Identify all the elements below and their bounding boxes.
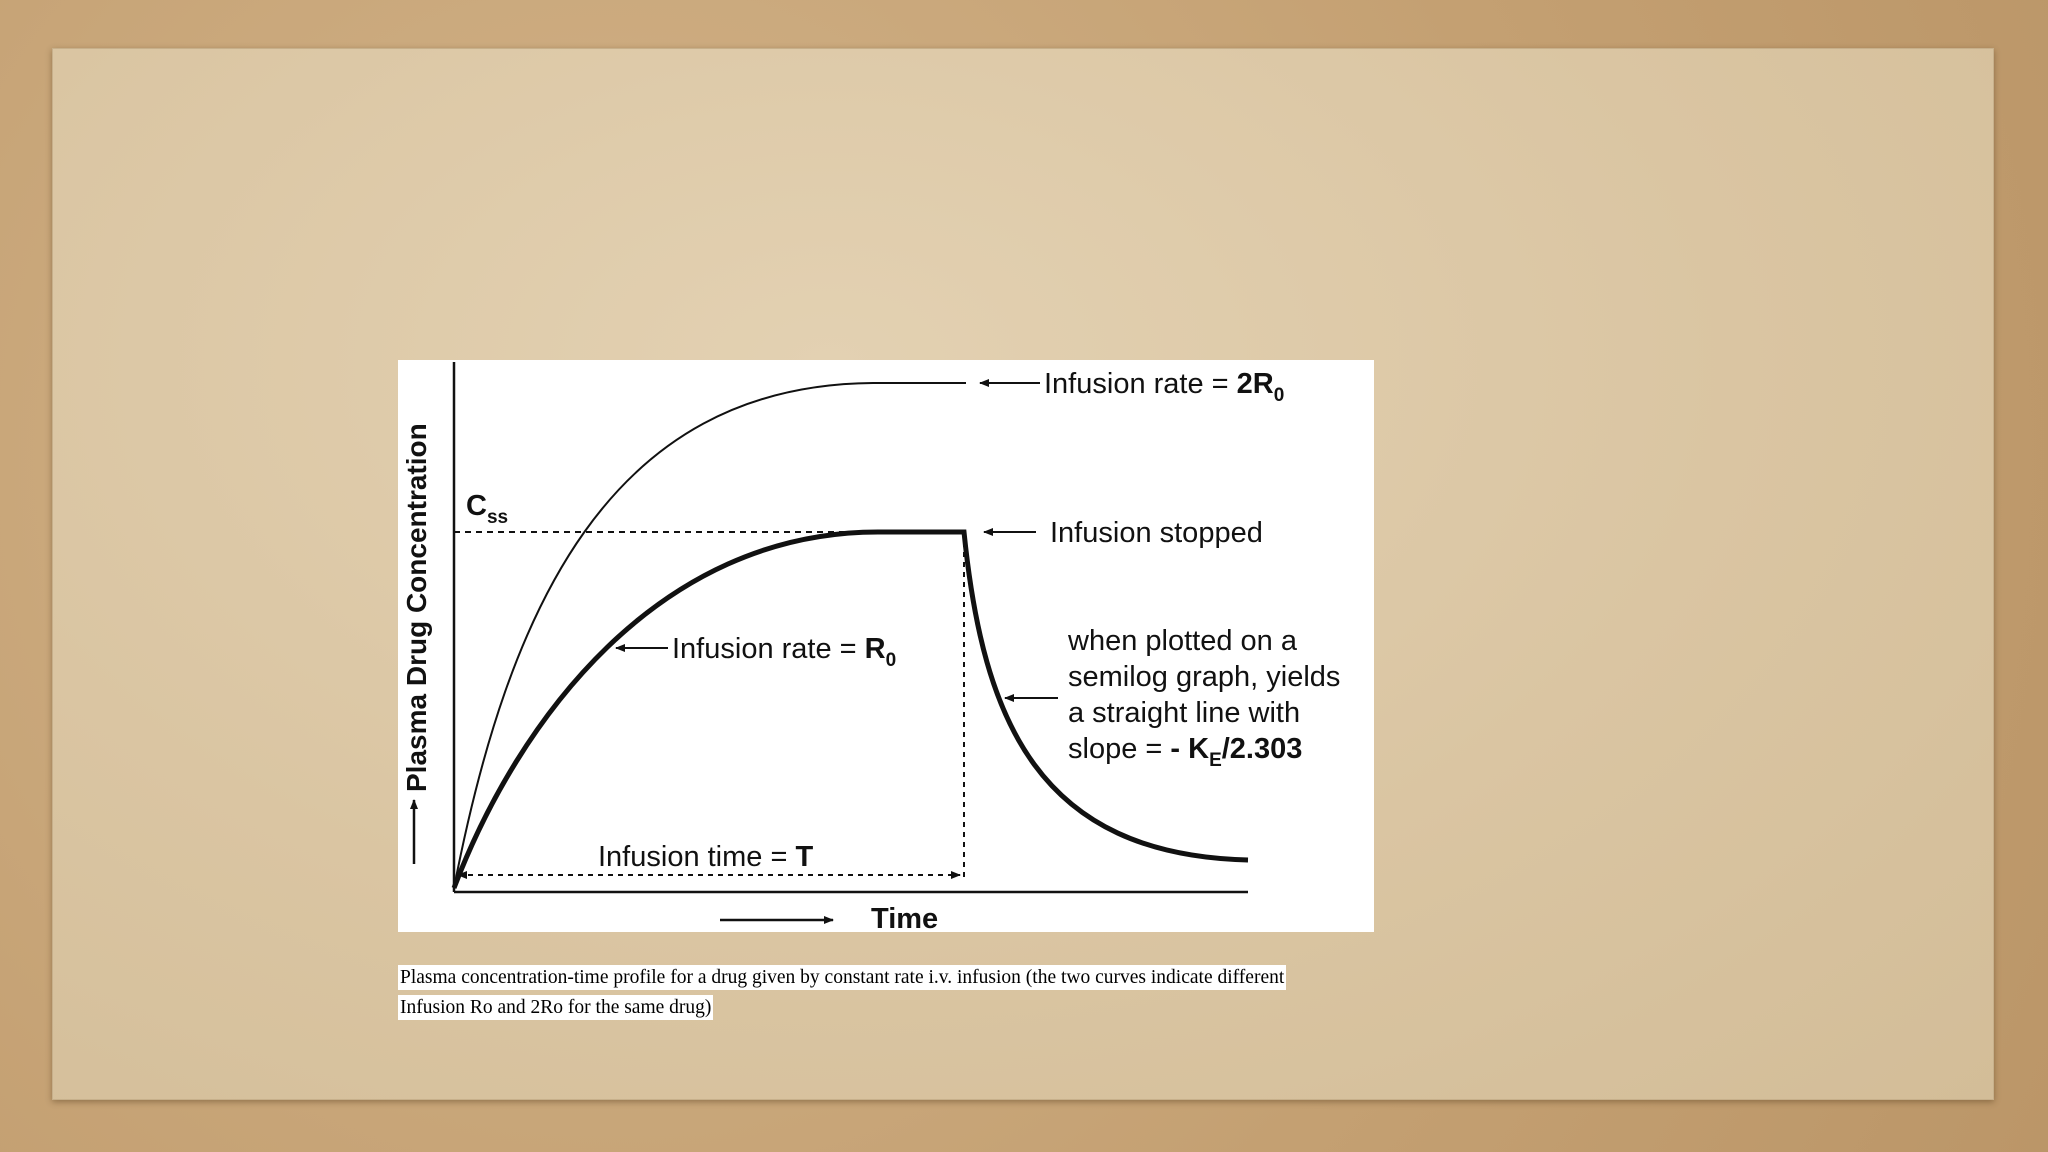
curve-r0 xyxy=(451,529,1249,889)
curve-2r0 xyxy=(453,382,966,889)
label-2r0: Infusion rate = 2R0 xyxy=(1044,368,1284,406)
infusion-time-label: Infusion time = T xyxy=(598,841,813,873)
label-r0: Infusion rate = R0 xyxy=(672,633,896,671)
css-label: Css xyxy=(466,490,508,528)
label-infusion-stopped: Infusion stopped xyxy=(1050,517,1263,549)
semilog-line-3: a straight line with xyxy=(1068,697,1300,729)
figure-caption: Plasma concentration-time profile for a … xyxy=(398,963,1388,1023)
caption-line-2: Infusion Ro and 2Ro for the same drug) xyxy=(398,995,714,1020)
semilog-line-2: semilog graph, yields xyxy=(1068,661,1340,693)
x-axis-label: Time xyxy=(871,903,938,932)
caption-line-1: Plasma concentration-time profile for a … xyxy=(398,965,1287,990)
semilog-line-4: slope = - KE/2.303 xyxy=(1068,733,1302,771)
semilog-line-1: when plotted on a xyxy=(1067,625,1298,657)
y-axis-label: Plasma Drug Concentration xyxy=(401,423,432,792)
infusion-diagram: Plasma Drug Concentration Time Css Infus… xyxy=(398,360,1374,932)
